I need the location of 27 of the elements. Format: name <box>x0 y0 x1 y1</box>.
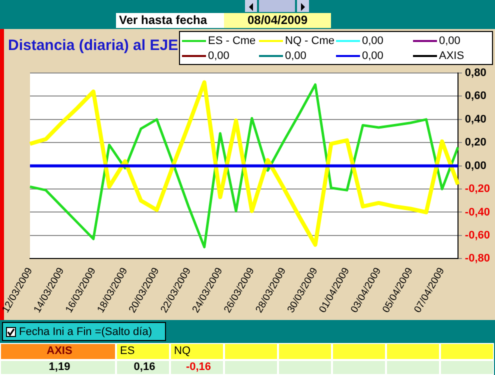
y-tick-label: 0,40 <box>464 113 486 126</box>
legend-label: 0,00 <box>362 50 384 62</box>
y-tick-label: 0,60 <box>464 90 486 102</box>
text: -0,16 <box>186 361 212 373</box>
legend-label: 0,00 <box>362 34 384 46</box>
text: ES <box>120 345 135 357</box>
legend-label: 0,00 <box>439 34 460 46</box>
text: 08/04/2009 <box>247 13 308 27</box>
y-tick-label: -0,80 <box>464 252 490 265</box>
text: Fecha Ini a Fin =(Salto día) <box>19 326 152 338</box>
legend-label: 0,00 <box>285 50 306 62</box>
text: 0,16 <box>134 361 156 373</box>
y-tick-label: 0,20 <box>464 136 486 149</box>
text: 1,19 <box>48 361 70 373</box>
text: NQ <box>174 345 190 357</box>
legend-label: ES - Cme <box>208 34 256 46</box>
y-tick-label: -0,60 <box>464 229 490 242</box>
legend-label: 0,00 <box>208 50 230 62</box>
text: AXIS <box>46 345 72 357</box>
chart-title: Distancia (diaria) al EJE <box>8 37 178 54</box>
text: Ver hasta fecha <box>119 13 208 27</box>
legend-label: NQ - Cme <box>285 34 334 46</box>
legend-label: AXIS <box>439 50 464 62</box>
y-tick-label: 0,00 <box>464 160 486 172</box>
y-tick-label: -0,40 <box>464 206 490 218</box>
y-tick-label: 0,80 <box>464 67 486 80</box>
y-tick-label: -0,20 <box>464 183 490 196</box>
